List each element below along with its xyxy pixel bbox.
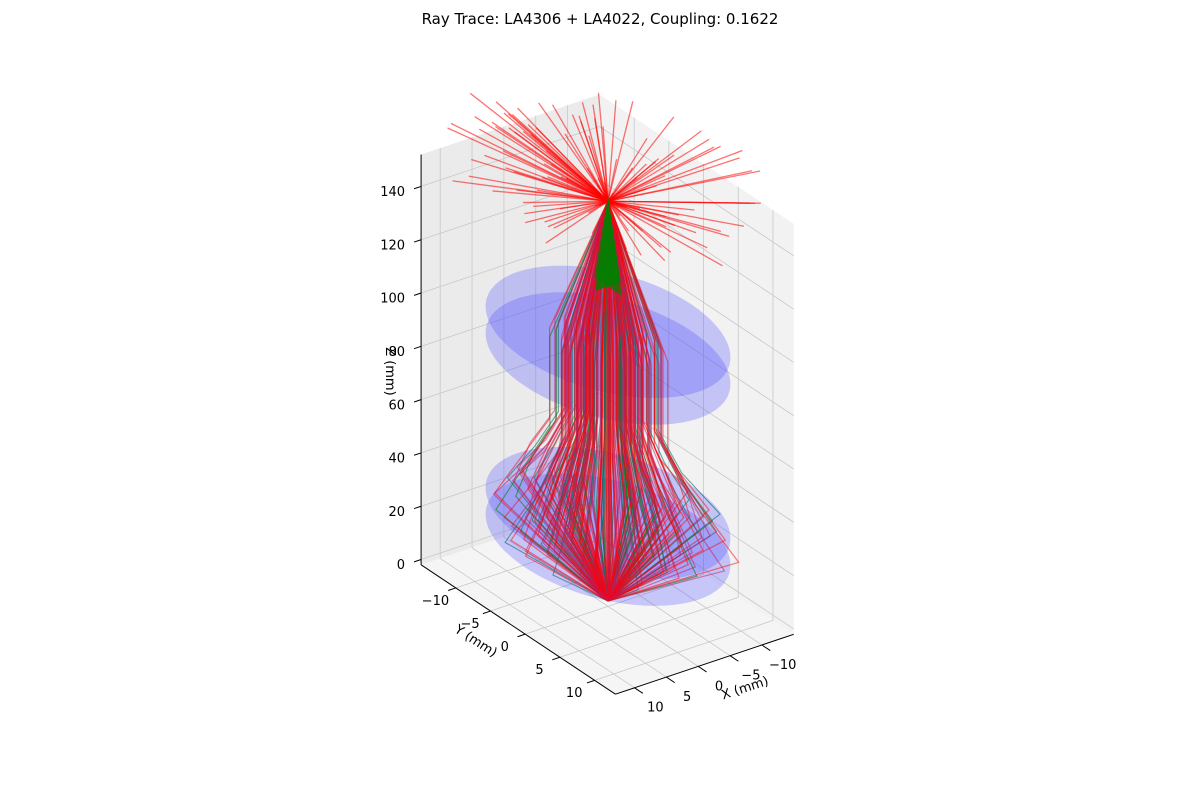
x-tick (762, 645, 770, 651)
z-tick (414, 240, 421, 242)
z-tick (414, 293, 421, 295)
z-axis-title: Z (mm) (382, 347, 397, 396)
z-tick (414, 400, 421, 402)
x-tick (730, 656, 738, 662)
z-tick-label: 100 (380, 292, 405, 307)
y-tick (448, 588, 456, 591)
x-tick-label: −10 (769, 658, 796, 673)
x-tick-label: 10 (647, 701, 664, 716)
z-tick (414, 346, 421, 348)
y-tick-label: 10 (566, 686, 583, 701)
z-tick (414, 186, 421, 188)
y-tick-label: 0 (501, 640, 509, 655)
z-tick-label: 0 (397, 558, 405, 573)
x-tick (698, 666, 706, 672)
z-tick-label: 40 (389, 452, 406, 467)
y-tick-label: 5 (535, 663, 543, 678)
y-tick (552, 657, 560, 660)
x-tick (666, 677, 674, 683)
y-tick (483, 611, 491, 614)
z-tick-label: 140 (380, 185, 405, 200)
z-tick (414, 560, 421, 562)
y-tick (518, 634, 526, 637)
z-tick-label: 60 (389, 398, 406, 413)
y-tick-label: −10 (422, 594, 449, 609)
z-tick (414, 506, 421, 508)
y-tick (587, 680, 595, 683)
z-tick-label: 120 (380, 238, 405, 253)
z-tick-label: 20 (389, 505, 406, 520)
z-tick (414, 453, 421, 455)
x-tick-label: 5 (683, 690, 691, 705)
x-tick (635, 688, 643, 694)
chart-title: Ray Trace: LA4306 + LA4022, Coupling: 0.… (0, 10, 1200, 28)
